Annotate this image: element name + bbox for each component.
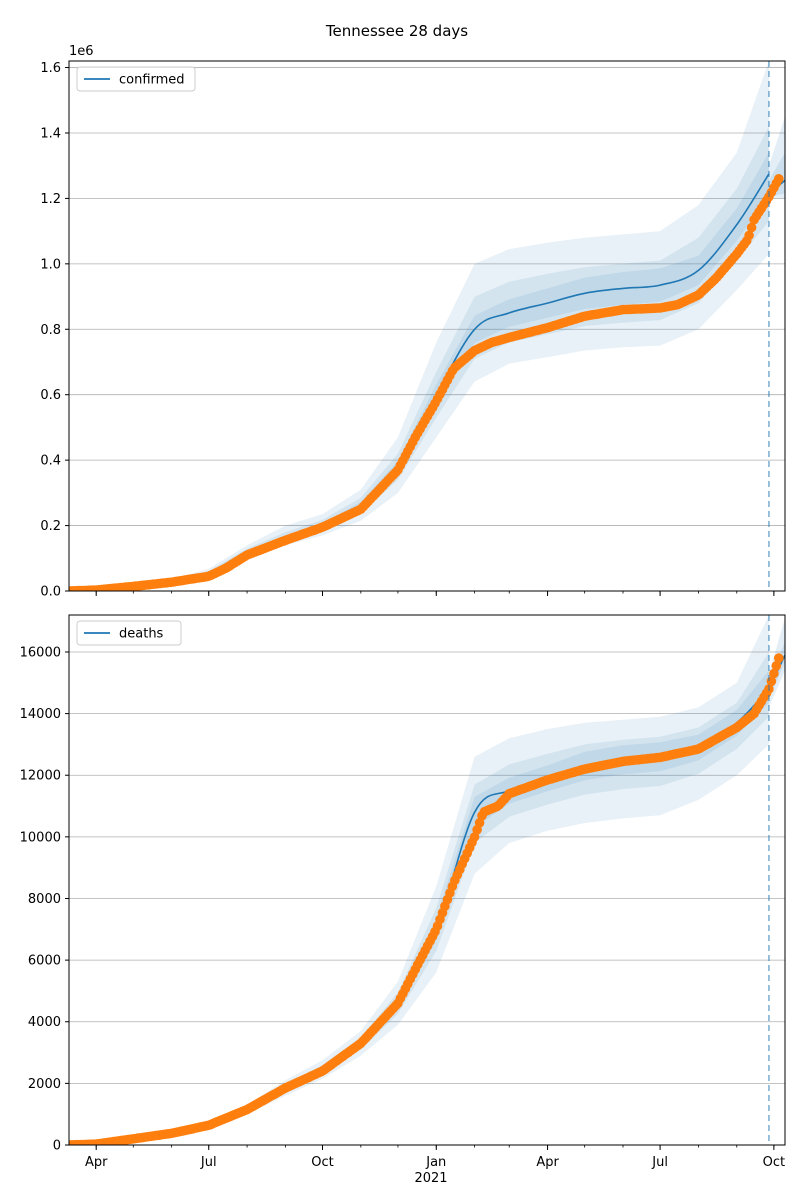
y-tick-label: 4000 [28,1015,61,1030]
x-tick-label: Apr [536,1155,559,1170]
y-tick-label: 12000 [20,769,61,784]
y-tick-label: 0.4 [40,454,61,469]
x-tick-label: Apr [85,1155,108,1170]
y-tick-label: 2000 [28,1077,61,1092]
y-tick-label: 1.6 [40,61,61,76]
observed-point [744,230,754,241]
legend: confirmed [76,66,196,92]
y-tick-label: 0.8 [40,323,61,338]
y-tick-label: 6000 [28,954,61,969]
panel-deaths: 0 2000 4000 6000 8000 10000 12000 14000 16000 Apr… [20,614,786,1170]
uncertainty-band [69,615,769,1145]
observed-series [69,653,784,1145]
y-tick-label: 0.6 [40,388,61,403]
legend-box [76,620,182,646]
uncertainty-band [69,126,769,591]
plot-area [69,615,785,1145]
y-tick-label: 0 [53,1139,61,1154]
y-tick-label: 8000 [28,892,61,907]
observed-series [69,174,784,591]
observed-point [771,661,782,671]
y-tick-label: 0.2 [40,519,61,534]
legend-label: confirmed [119,73,185,88]
x-tick-label: Jul [200,1155,217,1170]
legend: deaths [76,620,182,646]
y-tick-label: 10000 [20,830,61,845]
x-tick-label: Jul [651,1155,668,1170]
axes-frame [68,60,786,592]
uncertainty-band [69,61,769,591]
panel-confirmed: 0.0 0.2 0.4 0.6 0.8 1.0 1.2 1.4 1.6 1e6 confirmed [40,44,786,600]
y-tick-label: 1.4 [40,126,61,141]
plot-area [69,61,785,591]
observed-point [769,668,779,679]
uncertainty-band [69,670,769,1145]
legend-label: deaths [119,627,164,642]
axes-frame [68,614,786,1146]
observed-point [746,222,757,233]
y-tick-label: 14000 [20,707,61,722]
y-tick-label: 0.0 [40,585,61,600]
y-tick-label: 1.2 [40,192,61,207]
chart-title: Tennessee 28 days [325,22,468,40]
y-multiplier-label: 1e6 [69,44,94,59]
observed-point [774,174,784,184]
observed-point [774,653,784,663]
x-tick-label: Oct [763,1155,785,1170]
x-tick-label: Oct [311,1155,333,1170]
legend-box [76,66,196,92]
x-year-label: 2021 [414,1171,447,1186]
y-tick-label: 1.0 [40,257,61,272]
y-tick-label: 16000 [20,645,61,660]
uncertainty-band [69,652,769,1145]
x-tick-label: Jan [425,1155,446,1170]
